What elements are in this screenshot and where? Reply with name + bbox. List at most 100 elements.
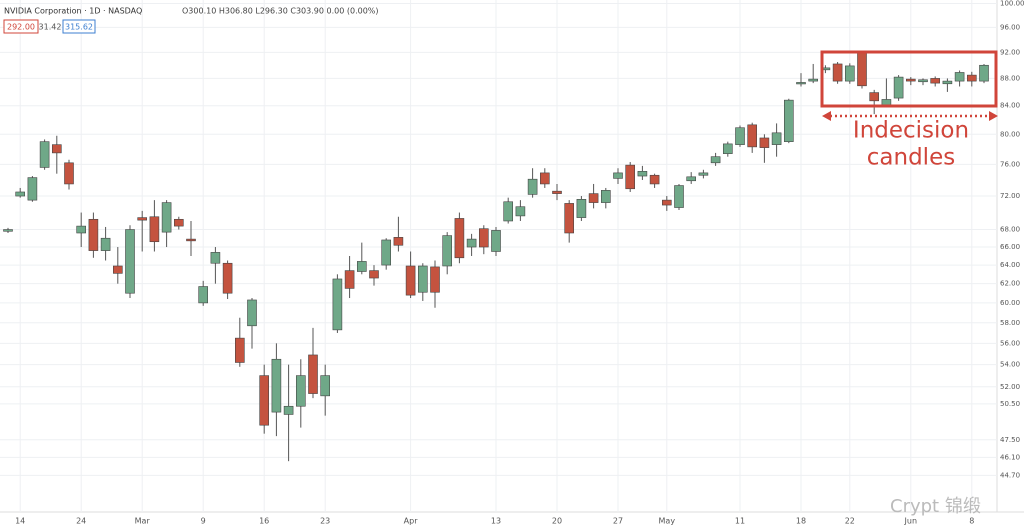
y-tick-label: 56.00 (1000, 339, 1020, 347)
candle-body (698, 172, 709, 176)
candle-body (783, 99, 794, 142)
badge-box (3, 19, 39, 34)
candle-body (942, 80, 953, 85)
candle-body (88, 218, 99, 251)
candle-body (625, 164, 636, 190)
candle-body (442, 235, 453, 267)
candle-body (27, 177, 38, 201)
candle-body (454, 218, 465, 259)
candle-body (527, 178, 538, 195)
y-tick-label: 46.10 (1000, 453, 1020, 461)
x-tick-label: 9 (201, 517, 206, 526)
candle-body (503, 201, 514, 222)
badge: 31.42 (39, 23, 62, 32)
x-tick-label: 23 (320, 517, 330, 526)
candle-body (235, 337, 245, 363)
candle-body (796, 82, 806, 85)
candle-body (857, 52, 867, 87)
candle-body (674, 185, 684, 208)
candle-body (637, 171, 648, 177)
candle-body (893, 76, 904, 99)
candle-body (966, 74, 977, 82)
y-tick-label: 66.00 (1000, 243, 1020, 251)
candle-body (722, 143, 733, 154)
candle-body (3, 229, 13, 232)
candle-body (759, 137, 770, 148)
candle-body (125, 229, 135, 294)
badge: 292.00 (7, 23, 35, 32)
candle-body (417, 265, 428, 293)
chart-title: NVIDIA Corporation · 1D · NASDAQ (4, 7, 142, 16)
candle-body (210, 252, 221, 264)
x-tick-label: 11 (735, 517, 745, 526)
candle-body (844, 65, 855, 82)
candle-body (149, 216, 160, 243)
candle-body (686, 176, 697, 182)
candle-body (430, 266, 440, 293)
candle-body (771, 132, 782, 145)
candle-body (259, 375, 270, 426)
candle-body (113, 265, 123, 274)
y-tick-label: 54.00 (1000, 361, 1020, 369)
candle-body (832, 63, 843, 82)
candle-body (613, 172, 623, 179)
y-tick-label: 80.00 (1000, 130, 1020, 138)
candle-body (100, 237, 111, 251)
candle-body (381, 239, 392, 266)
candle-body (356, 261, 367, 272)
candle-body (979, 64, 989, 82)
candle-body (869, 92, 880, 102)
ohlc-legend: O300.10 H306.80 L296.30 C303.90 0.00 (0.… (182, 7, 379, 16)
candle-body (320, 375, 331, 397)
annotation-box (820, 50, 998, 108)
candle-body (954, 72, 965, 82)
candle-body (247, 299, 257, 327)
x-tick-label: 14 (15, 517, 25, 526)
y-tick-label: 62.00 (1000, 280, 1020, 288)
candle-body (905, 78, 916, 82)
candle-body (51, 144, 62, 154)
x-tick-label: Mar (135, 517, 151, 526)
y-tick-label: 68.00 (1000, 226, 1020, 234)
candle-body (369, 270, 379, 279)
candle-body (15, 191, 25, 197)
candle-body (649, 174, 660, 185)
candle-body (405, 265, 416, 296)
candle-body (222, 262, 233, 294)
candle-body (539, 172, 550, 185)
y-tick-label: 100.00 (1000, 0, 1024, 8)
candle-body (283, 405, 294, 415)
candle-body (661, 199, 672, 206)
candle-body (332, 278, 343, 331)
x-tick-label: 18 (796, 517, 806, 526)
candle-body (295, 375, 306, 407)
candles (3, 50, 989, 462)
x-tick-label: 16 (259, 517, 269, 526)
y-tick-label: 64.00 (1000, 261, 1020, 269)
watermark: Crypt 锦缎 (890, 496, 981, 517)
candle-body (393, 237, 404, 246)
candle-body (552, 190, 562, 194)
candle-body (918, 79, 928, 83)
y-tick-label: 60.00 (1000, 299, 1020, 307)
candle-body (137, 217, 147, 221)
x-tick-label: 20 (552, 517, 562, 526)
candle-body (466, 238, 477, 248)
y-tick-label: 92.00 (1000, 48, 1020, 56)
candle-body (76, 225, 86, 234)
y-tick-label: 88.00 (1000, 74, 1020, 82)
candle-body (186, 238, 196, 242)
badge: 315.62 (65, 23, 93, 32)
y-tick-label: 50.50 (1000, 400, 1020, 408)
x-tick-label: 24 (76, 517, 86, 526)
annotation-text: Indecision (853, 118, 969, 144)
x-tick-label: 8 (969, 517, 974, 526)
candle-body (308, 354, 318, 394)
candle-body (808, 78, 819, 82)
x-tick-label: 13 (491, 517, 501, 526)
badge-box (62, 19, 96, 34)
y-tick-label: 47.50 (1000, 436, 1020, 444)
candle-body (564, 203, 575, 234)
x-tick-label: 27 (613, 517, 623, 526)
x-tick-label: Jun (904, 517, 918, 526)
